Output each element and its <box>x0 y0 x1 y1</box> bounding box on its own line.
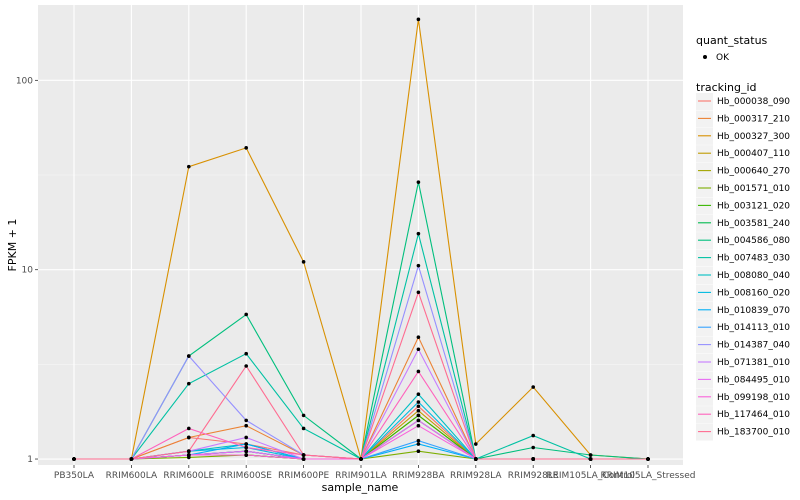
data-point <box>301 426 306 431</box>
x-axis-title: sample_name <box>322 481 399 494</box>
data-point <box>187 426 191 431</box>
data-point <box>187 435 191 440</box>
data-point <box>244 418 248 423</box>
data-point <box>531 457 535 461</box>
data-point <box>416 404 421 409</box>
data-point <box>588 453 593 457</box>
y-tick-label: 10 <box>22 266 34 276</box>
x-tick-label: RRIM928LE <box>508 471 559 481</box>
data-point <box>416 423 421 428</box>
x-tick-label: RRIM105LA_Stressed <box>601 471 696 481</box>
data-point <box>244 364 248 368</box>
legend-title-quant-status: quant_status <box>696 34 768 47</box>
legend-label-series: Hb_003581_240 <box>717 219 790 229</box>
data-point <box>474 442 478 446</box>
x-tick-label: RRIM600SE <box>220 471 272 481</box>
data-point <box>416 231 421 236</box>
data-point <box>531 385 535 389</box>
data-point <box>359 457 363 461</box>
data-point <box>301 413 306 418</box>
data-point <box>301 457 306 461</box>
data-point <box>244 435 248 440</box>
data-point <box>416 290 421 295</box>
legend-label-series: Hb_008160_020 <box>717 288 790 298</box>
data-point <box>416 392 421 396</box>
data-point <box>244 449 248 453</box>
legend-label-series: Hb_001571_010 <box>717 184 790 194</box>
data-point <box>416 413 421 418</box>
data-point <box>416 17 421 22</box>
legend-label-series: Hb_008080_040 <box>717 271 790 281</box>
legend-label-series: Hb_000317_210 <box>717 114 790 124</box>
data-point <box>244 423 248 428</box>
data-point <box>416 369 421 374</box>
data-point <box>72 457 76 461</box>
legend-label-series: Hb_000640_270 <box>717 167 790 177</box>
legend-label-series: Hb_117464_010 <box>717 410 790 420</box>
data-point <box>416 449 421 453</box>
legend-label-series: Hb_004586_080 <box>717 236 790 246</box>
legend-title-tracking-id: tracking_id <box>696 81 757 94</box>
data-point <box>416 347 421 352</box>
data-point <box>416 418 421 423</box>
data-point <box>416 400 421 404</box>
x-tick-label: PB350LA <box>54 471 95 481</box>
data-points <box>72 17 650 461</box>
data-point <box>129 457 134 461</box>
x-tick-label: RRIM600PE <box>278 471 330 481</box>
data-point <box>416 335 421 339</box>
legend-label-series: Hb_084495_010 <box>717 375 790 385</box>
data-point <box>416 442 421 446</box>
data-point <box>244 442 248 446</box>
legend-label-series: Hb_007483_030 <box>717 254 790 264</box>
data-point <box>244 453 248 457</box>
data-point <box>187 381 191 386</box>
x-tick-label: RRIM600LE <box>163 471 214 481</box>
y-axis: 1 10 100 <box>16 76 38 465</box>
legend-key-point <box>703 55 707 59</box>
data-point <box>244 146 248 150</box>
y-tick-label: 100 <box>16 76 33 86</box>
data-point <box>588 457 593 461</box>
x-tick-label: RRIM901LA <box>335 471 387 481</box>
legend-label-series: Hb_010839_070 <box>717 306 790 316</box>
legend-label-series: Hb_183700_010 <box>717 428 790 438</box>
x-tick-label: RRIM600LA <box>106 471 158 481</box>
legend-label-series: Hb_000038_090 <box>717 97 790 107</box>
data-point <box>474 457 478 461</box>
legend-label-series: Hb_000407_110 <box>717 149 790 159</box>
y-tick-label: 1 <box>27 455 33 465</box>
legend-label-series: Hb_071381_010 <box>717 358 790 368</box>
legend-label-series: Hb_000327_300 <box>717 132 790 142</box>
data-point <box>531 445 535 450</box>
data-point <box>646 457 650 461</box>
data-point <box>301 453 306 457</box>
data-point <box>531 433 535 438</box>
data-point <box>187 453 191 457</box>
legend: quant_status OK tracking_id Hb_000038_090 Hb… <box>696 34 790 441</box>
legend-label-quant-status: OK <box>716 53 730 63</box>
x-tick-label: RRIM928LA <box>450 471 502 481</box>
data-point <box>416 180 421 184</box>
x-axis: PB350LA RRIM600LA RRIM600LE RRIM600SE RRIM60… <box>54 465 696 481</box>
legend-label-series: Hb_099198_010 <box>717 393 790 403</box>
data-point <box>187 449 191 453</box>
x-tick-label: RRIM928BA <box>392 471 445 481</box>
y-axis-title: FPKM + 1 <box>6 219 19 272</box>
x-tick-label: RRIM105LA_Control <box>546 471 635 481</box>
data-point <box>416 263 421 268</box>
data-point <box>244 351 248 356</box>
data-point <box>187 354 191 358</box>
legend-label-series: Hb_014387_040 <box>717 341 790 351</box>
legend-label-series: Hb_003121_020 <box>717 201 790 211</box>
legend-label-series: Hb_014113_010 <box>717 323 790 333</box>
data-point <box>416 438 421 443</box>
data-point <box>187 164 191 169</box>
data-point <box>416 408 421 413</box>
data-point <box>244 312 248 317</box>
data-point <box>301 260 306 264</box>
data-point <box>244 445 248 450</box>
